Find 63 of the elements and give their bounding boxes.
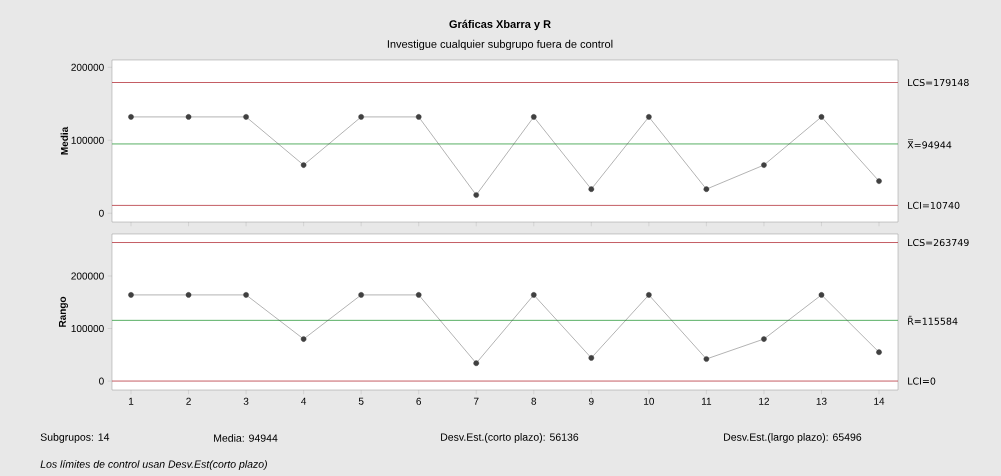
point (473, 360, 480, 366)
ref-line-label: LCI=10740 (908, 201, 960, 209)
point (761, 162, 767, 168)
ref-line-label: LCI=0 (908, 377, 936, 385)
y-tick-label: 0 (99, 377, 104, 385)
point (358, 292, 364, 298)
y-tick-label: 200000 (71, 272, 104, 280)
text: Media: 94944 (214, 434, 278, 442)
point (703, 356, 710, 362)
x-tick-label: 10 (644, 397, 655, 405)
point (300, 336, 307, 342)
x-tick-label: 3 (243, 397, 249, 405)
x-tick-label: 7 (473, 397, 479, 405)
y-axis-title: Rango (58, 296, 68, 327)
point (818, 114, 825, 120)
y-tick-label: 100000 (71, 136, 104, 144)
point (415, 114, 422, 120)
x-tick-label: 5 (358, 397, 364, 405)
point (530, 292, 537, 298)
ref-line-label: X̿=94944 (907, 139, 952, 149)
text: Los límites de control usan Desv.Est(corto plazo) (40, 460, 267, 470)
x-tick-label: 12 (759, 397, 769, 405)
point (300, 162, 307, 168)
point (185, 114, 192, 120)
ref-line-label: LCS=179148 (908, 78, 969, 87)
text: Desv.Est.(largo plazo): 65496 (724, 433, 862, 443)
point (646, 292, 652, 298)
x-tick-label: 2 (186, 397, 191, 405)
chart-title: Gráficas Xbarra y R (449, 19, 551, 31)
x-tick-label: 9 (589, 397, 594, 405)
y-tick-label: 100000 (71, 325, 104, 333)
point (876, 349, 882, 355)
text: Subgrupos: 14 (40, 433, 110, 443)
y-tick-label: 200000 (71, 63, 104, 71)
point (588, 186, 595, 192)
point (243, 292, 249, 298)
point (530, 114, 537, 120)
chart-subtitle: Investigue cualquier subgrupo fuera de control (387, 39, 613, 51)
point (646, 114, 652, 120)
x-tick-label: 6 (416, 397, 422, 405)
ref-line-label: LCS=263749 (908, 238, 969, 247)
x-tick-label: 13 (816, 397, 827, 405)
point (128, 114, 134, 120)
text: Desv.Est.(corto plazo): 56136 (441, 433, 579, 443)
x-tick-label: 4 (301, 397, 307, 405)
point (473, 192, 480, 198)
point (185, 292, 192, 298)
point (876, 178, 882, 184)
point (243, 114, 249, 120)
x-tick-label: 14 (874, 397, 885, 405)
point (415, 292, 422, 298)
point (703, 186, 710, 192)
x-tick-label: 11 (701, 397, 712, 405)
x-tick-label: 8 (531, 397, 537, 405)
x-tick-label: 1 (128, 397, 134, 405)
ref-line-label: R̄=115584 (908, 315, 958, 325)
y-axis-title: Media (60, 126, 68, 155)
point (818, 292, 825, 298)
point (358, 114, 364, 120)
point (761, 336, 767, 342)
y-tick-label: 0 (99, 209, 104, 217)
point (128, 292, 134, 298)
point (588, 355, 595, 361)
